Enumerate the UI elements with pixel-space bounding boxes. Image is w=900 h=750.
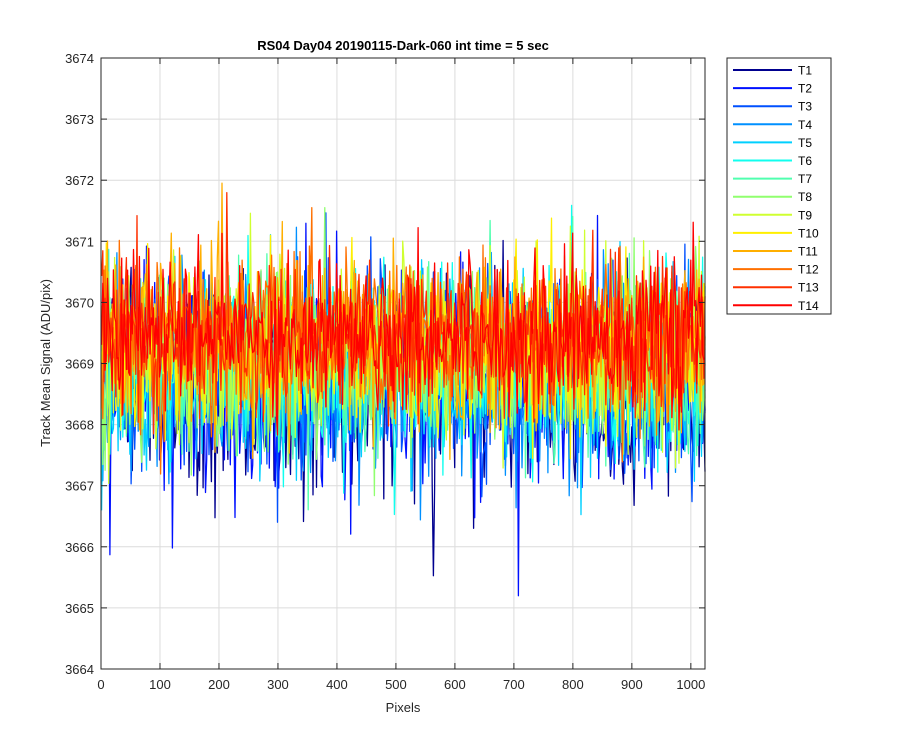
y-tick-label: 3671 xyxy=(65,234,94,249)
legend-label-t3: T3 xyxy=(798,100,812,114)
x-tick-label: 900 xyxy=(621,677,643,692)
y-tick-label: 3673 xyxy=(65,112,94,127)
x-tick-label: 600 xyxy=(444,677,466,692)
legend-label-t7: T7 xyxy=(798,172,812,186)
x-axis-label: Pixels xyxy=(386,700,421,715)
y-tick-label: 3669 xyxy=(65,357,94,372)
legend-label-t13: T13 xyxy=(798,281,819,295)
legend-label-t10: T10 xyxy=(798,226,819,240)
y-tick-labels: 3664 3665 3666 3667 3668 3669 3670 3671 3672 3673… xyxy=(65,51,94,677)
legend-label-t11: T11 xyxy=(798,245,818,259)
legend-label-t9: T9 xyxy=(798,208,812,222)
legend-label-t4: T4 xyxy=(798,118,812,132)
x-tick-label: 800 xyxy=(562,677,584,692)
y-tick-label: 3670 xyxy=(65,295,94,310)
x-tick-labels: 0 100 200 300 400 500 600 700 800 900 1000 xyxy=(97,677,705,692)
series-line-t14 xyxy=(100,221,706,436)
x-tick-label: 1000 xyxy=(676,677,705,692)
y-axis-label: Track Mean Signal (ADU/pix) xyxy=(38,279,53,447)
ticks xyxy=(100,57,705,670)
y-tick-label: 3668 xyxy=(65,418,94,433)
x-tick-label: 100 xyxy=(149,677,171,692)
x-tick-label: 500 xyxy=(385,677,407,692)
x-tick-label: 200 xyxy=(208,677,230,692)
legend-label-t12: T12 xyxy=(798,263,819,277)
legend-label-t2: T2 xyxy=(798,82,812,96)
chart-title: RS04 Day04 20190115-Dark-060 int time = … xyxy=(257,38,549,53)
legend-label-t1: T1 xyxy=(798,64,812,78)
legend-label-t14: T14 xyxy=(798,299,819,313)
y-tick-label: 3664 xyxy=(65,662,94,677)
y-tick-label: 3665 xyxy=(65,601,94,616)
legend-box xyxy=(726,57,832,315)
y-tick-label: 3672 xyxy=(65,173,94,188)
legend-label-t6: T6 xyxy=(798,154,812,168)
y-tick-label: 3666 xyxy=(65,540,94,555)
legend-label-t8: T8 xyxy=(798,190,812,204)
y-tick-label: 3674 xyxy=(65,51,94,66)
x-tick-label: 300 xyxy=(267,677,289,692)
y-tick-label: 3667 xyxy=(65,479,94,494)
x-tick-label: 0 xyxy=(97,677,104,692)
x-tick-label: 700 xyxy=(503,677,525,692)
legend-label-t5: T5 xyxy=(798,136,812,150)
x-tick-label: 400 xyxy=(326,677,348,692)
series-layer xyxy=(100,182,706,597)
legend[interactable]: T1 T2 T3 T4 T5 T6 T7 T8 T9 T10 T11 T12 T13 T14 xyxy=(726,57,832,315)
